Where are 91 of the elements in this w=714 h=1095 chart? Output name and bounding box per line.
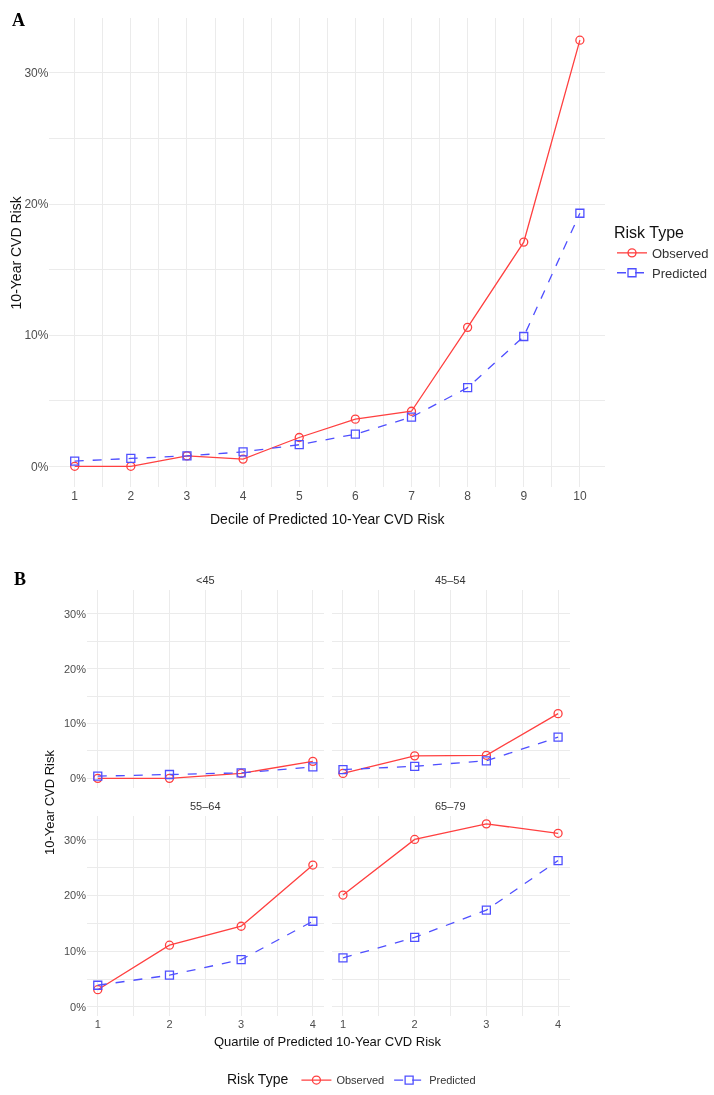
y-tick-label: 30% xyxy=(63,607,87,620)
x-tick-label: 7 xyxy=(408,489,416,504)
point xyxy=(481,905,492,915)
y-tick-label: 20% xyxy=(24,197,49,212)
point xyxy=(338,768,348,779)
legend-label: Predicted xyxy=(652,265,707,281)
point xyxy=(481,819,492,829)
x-tick-label: 3 xyxy=(483,1018,490,1031)
chart-title: 65–79 xyxy=(435,800,466,812)
point xyxy=(350,414,361,424)
point xyxy=(294,432,304,443)
point xyxy=(70,461,80,471)
point xyxy=(462,322,473,332)
x-tick-label: 1 xyxy=(71,489,79,504)
x-tick-label: 6 xyxy=(352,489,360,504)
point xyxy=(93,980,103,990)
point xyxy=(553,709,563,719)
point xyxy=(481,756,492,766)
point xyxy=(338,953,348,963)
point xyxy=(164,940,175,950)
point xyxy=(164,970,175,980)
x-tick-label: 4 xyxy=(555,1018,562,1031)
point xyxy=(410,932,420,943)
point xyxy=(575,208,585,218)
x-tick-label: 1 xyxy=(339,1018,347,1031)
y-tick-label: 10% xyxy=(63,717,87,730)
y-tick-label: 30% xyxy=(24,66,49,81)
point xyxy=(308,762,318,772)
chart-title: 45–54 xyxy=(435,574,466,586)
point xyxy=(481,750,492,760)
point xyxy=(236,921,246,931)
legend-label: Predicted xyxy=(429,1074,476,1087)
y-tick-label: 30% xyxy=(63,833,87,846)
point xyxy=(126,461,136,471)
point xyxy=(93,985,103,995)
x-axis-title: Decile of Predicted 10-Year CVD Risk xyxy=(210,511,446,527)
x-tick-label: 5 xyxy=(295,489,303,504)
point xyxy=(350,429,361,439)
legend-title: Risk Type xyxy=(227,1070,289,1087)
legend-title: Risk Type xyxy=(614,223,685,241)
point xyxy=(553,732,563,742)
y-axis-title: 10-Year CVD Risk xyxy=(41,749,57,856)
point xyxy=(519,331,529,342)
point xyxy=(308,756,318,766)
x-tick-label: 2 xyxy=(166,1018,173,1031)
y-tick-label: 20% xyxy=(63,889,87,902)
chart-title: <45 xyxy=(196,574,215,586)
point xyxy=(164,773,175,783)
point xyxy=(519,237,529,247)
x-tick-label: 9 xyxy=(520,489,528,504)
point xyxy=(410,751,420,761)
y-axis-title: 10-Year CVD Risk xyxy=(8,195,25,310)
point xyxy=(126,453,136,464)
x-tick-label: 1 xyxy=(94,1018,101,1031)
point xyxy=(70,456,80,466)
point xyxy=(164,769,175,780)
y-tick-label: 20% xyxy=(63,662,87,675)
text: B xyxy=(14,569,27,589)
y-tick-label: 0% xyxy=(31,459,49,474)
x-tick-label: 10 xyxy=(573,489,587,504)
y-tick-label: 0% xyxy=(70,1000,87,1013)
x-tick-label: 4 xyxy=(309,1018,316,1031)
legend-label: Observed xyxy=(336,1074,385,1087)
point xyxy=(575,35,585,45)
x-tick-label: 2 xyxy=(411,1018,418,1031)
point xyxy=(553,828,563,838)
point xyxy=(236,954,246,965)
x-axis-title: Quartile of Predicted 10-Year CVD Risk xyxy=(214,1034,442,1049)
x-tick-label: 2 xyxy=(127,489,135,504)
y-tick-label: 0% xyxy=(70,772,87,785)
point xyxy=(294,440,304,450)
point xyxy=(410,761,420,771)
legend-label: Observed xyxy=(652,245,709,261)
point xyxy=(410,834,420,845)
point xyxy=(338,764,348,775)
point xyxy=(308,860,318,870)
x-tick-label: 3 xyxy=(183,489,191,504)
point xyxy=(238,447,248,457)
chart-title: 55–64 xyxy=(190,800,221,812)
x-tick-label: 4 xyxy=(239,489,247,504)
point xyxy=(553,855,563,866)
x-tick-label: 3 xyxy=(238,1018,245,1031)
point xyxy=(406,412,417,422)
text: A xyxy=(12,10,25,30)
point xyxy=(462,383,473,393)
y-tick-label: 10% xyxy=(63,945,87,958)
x-tick-label: 8 xyxy=(464,489,472,504)
point xyxy=(308,916,318,926)
point xyxy=(338,890,348,900)
point xyxy=(406,406,417,416)
y-tick-label: 10% xyxy=(24,328,49,343)
